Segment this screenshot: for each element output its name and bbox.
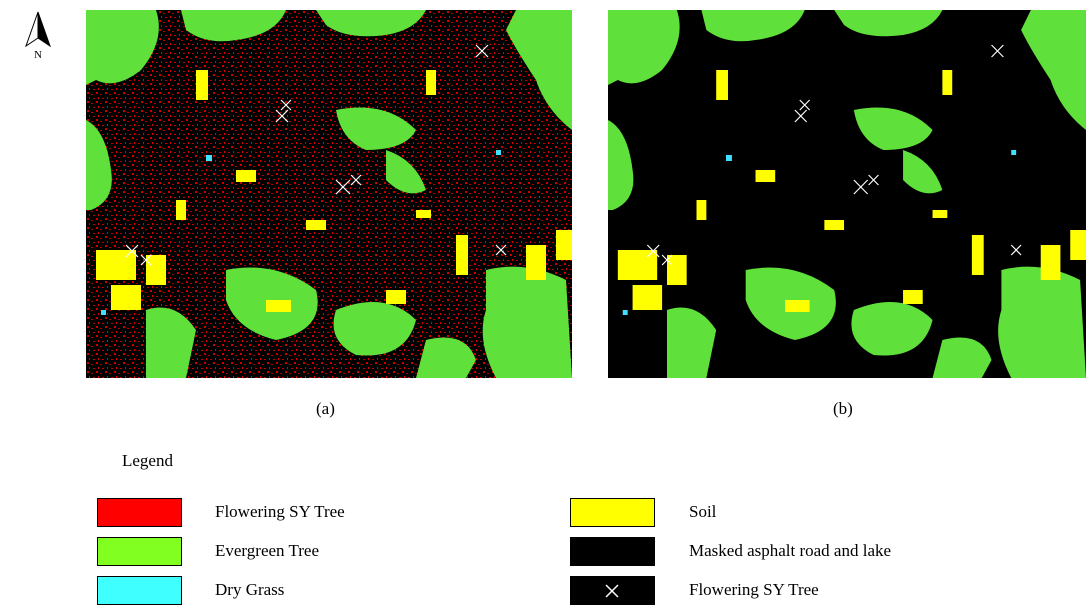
panel-label: (b)	[833, 399, 853, 419]
legend-swatch	[570, 537, 655, 566]
legend-title: Legend	[122, 451, 173, 471]
legend-swatch	[570, 576, 655, 605]
panel-label: (a)	[316, 399, 335, 419]
map-b	[608, 10, 1086, 378]
maps: N	[0, 0, 1086, 400]
legend-label: Flowering SY Tree	[215, 502, 345, 522]
legend-swatch	[97, 537, 182, 566]
legend-label: Masked asphalt road and lake	[689, 541, 891, 561]
legend-swatch	[97, 498, 182, 527]
legend-label: Flowering SY Tree	[689, 580, 819, 600]
north-label: N	[34, 49, 42, 61]
legend-swatch	[97, 576, 182, 605]
legend-swatch	[570, 498, 655, 527]
legend-label: Dry Grass	[215, 580, 284, 600]
map-a	[86, 10, 572, 378]
legend-label: Evergreen Tree	[215, 541, 319, 561]
north-arrow: N	[26, 12, 50, 61]
figure-page: {"north_arrow": {"label": "N"}, "panels"…	[0, 0, 1086, 614]
legend-label: Soil	[689, 502, 716, 522]
